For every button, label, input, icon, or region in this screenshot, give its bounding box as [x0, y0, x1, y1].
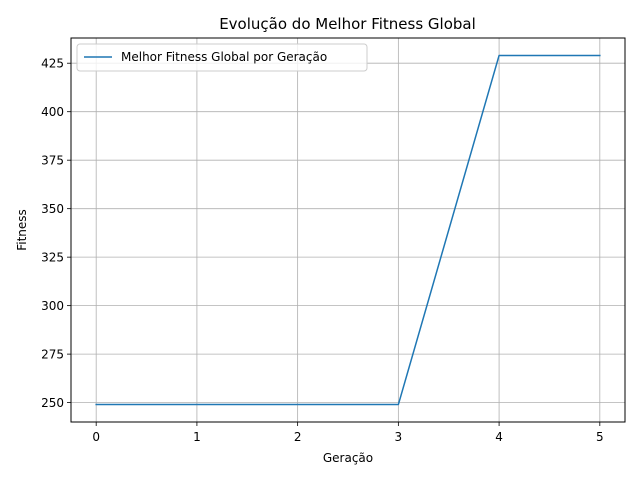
y-tick-label: 425 [41, 57, 64, 71]
x-tick-label: 0 [92, 430, 100, 444]
legend-box [76, 43, 368, 72]
ticks: 0 1 2 3 4 5 250 275 300 325 350 375 400 425 [41, 57, 604, 444]
y-tick-label: 350 [41, 202, 64, 216]
y-axis-label: Fitness [15, 209, 29, 251]
y-tick-label: 325 [41, 251, 64, 265]
y-tick-label: 275 [41, 348, 64, 362]
y-tick-label: 375 [41, 154, 64, 168]
y-tick-label: 300 [41, 299, 64, 313]
y-tick-label: 400 [41, 105, 64, 119]
legend: Melhor Fitness Global por Geração [76, 43, 368, 72]
chart-title: Evolução do Melhor Fitness Global [219, 15, 476, 33]
x-tick-label: 5 [596, 430, 604, 444]
x-axis-label: Geração [323, 451, 373, 465]
series-layer [95, 54, 601, 406]
legend-label: Melhor Fitness Global por Geração [121, 50, 327, 64]
x-tick-label: 2 [294, 430, 302, 444]
x-tick-label: 3 [395, 430, 403, 444]
x-tick-label: 4 [495, 430, 503, 444]
series-line [95, 54, 601, 406]
x-tick-label: 1 [193, 430, 201, 444]
plot-frame [70, 37, 626, 423]
y-tick-label: 250 [41, 396, 64, 410]
